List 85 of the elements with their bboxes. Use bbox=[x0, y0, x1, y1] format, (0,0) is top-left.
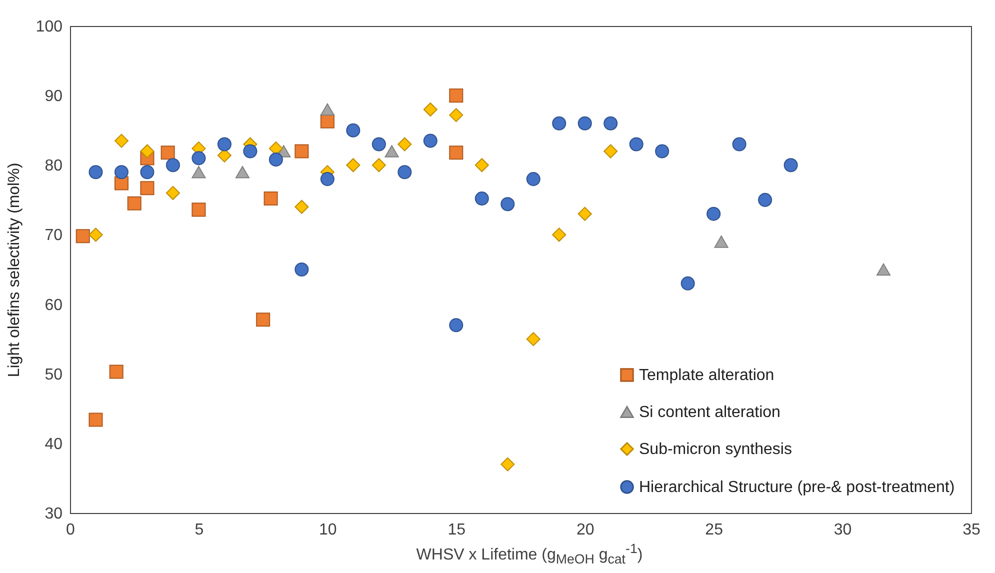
point bbox=[526, 332, 540, 346]
point bbox=[140, 181, 154, 196]
point bbox=[604, 116, 618, 130]
point bbox=[578, 206, 592, 221]
point bbox=[256, 312, 270, 327]
point bbox=[192, 166, 206, 178]
point bbox=[294, 200, 309, 214]
point bbox=[526, 172, 540, 186]
point bbox=[784, 158, 798, 172]
point bbox=[655, 144, 670, 158]
point bbox=[578, 116, 592, 130]
point bbox=[88, 165, 103, 180]
y-axis-title: Light olefins selectivity (mol%) bbox=[6, 162, 23, 378]
point bbox=[243, 144, 258, 158]
point bbox=[474, 192, 489, 206]
point bbox=[192, 202, 206, 217]
point bbox=[372, 158, 386, 172]
point bbox=[552, 228, 566, 242]
point bbox=[372, 137, 386, 152]
point bbox=[127, 196, 142, 210]
x-tick-label: 20 bbox=[576, 522, 594, 538]
legend-label: Template alteration bbox=[639, 367, 774, 384]
x-tick-label: 10 bbox=[319, 522, 337, 538]
y-tick-label: 90 bbox=[44, 88, 63, 106]
point bbox=[76, 229, 90, 244]
point bbox=[552, 116, 566, 130]
point bbox=[680, 276, 695, 290]
point bbox=[346, 123, 360, 138]
point bbox=[88, 228, 103, 242]
y-tick-label: 30 bbox=[44, 506, 63, 522]
point bbox=[449, 108, 464, 122]
point bbox=[714, 236, 728, 248]
point bbox=[629, 137, 644, 152]
point bbox=[294, 262, 309, 277]
point bbox=[706, 206, 721, 221]
point bbox=[346, 158, 360, 172]
point bbox=[88, 412, 103, 427]
point bbox=[294, 144, 309, 158]
point bbox=[423, 134, 438, 148]
legend-label: Si content alteration bbox=[639, 404, 780, 421]
point bbox=[384, 145, 399, 158]
y-tick-label: 50 bbox=[44, 366, 63, 384]
point bbox=[732, 137, 746, 152]
x-tick-label: 30 bbox=[834, 522, 852, 538]
point bbox=[876, 263, 890, 276]
point bbox=[500, 457, 515, 472]
point bbox=[235, 166, 250, 178]
point bbox=[449, 318, 464, 332]
y-tick-label: 40 bbox=[44, 436, 63, 453]
x-axis-title: WHSV x Lifetime (g$_{MeOH}$ g$_{cat}$$^{-1}$) bbox=[415, 541, 644, 567]
point bbox=[114, 165, 129, 180]
point bbox=[474, 158, 489, 172]
point bbox=[604, 144, 618, 158]
y-tick-label: 80 bbox=[44, 158, 63, 175]
point bbox=[320, 103, 334, 116]
y-tick-label: 60 bbox=[44, 296, 63, 314]
point bbox=[449, 146, 464, 160]
x-tick-label: 5 bbox=[194, 522, 204, 538]
x-tick-label: 35 bbox=[962, 522, 980, 538]
point bbox=[320, 172, 334, 186]
legend-label: Hierarchical Structure (pre-& post-treatment) bbox=[639, 479, 955, 496]
point bbox=[264, 192, 278, 206]
point bbox=[320, 114, 334, 128]
y-tick-label: 100 bbox=[36, 18, 63, 36]
point bbox=[758, 192, 772, 207]
point bbox=[268, 152, 283, 167]
point bbox=[166, 158, 180, 172]
x-tick-label: 0 bbox=[66, 522, 76, 538]
point bbox=[500, 197, 515, 212]
y-tick-label: 70 bbox=[44, 227, 63, 244]
point bbox=[192, 151, 206, 166]
x-tick-label: 25 bbox=[705, 522, 724, 538]
point bbox=[398, 137, 412, 152]
point bbox=[140, 165, 154, 180]
point bbox=[423, 102, 438, 117]
legend-label: Sub-micron synthesis bbox=[639, 441, 792, 458]
x-tick-label: 15 bbox=[448, 522, 466, 538]
point bbox=[160, 146, 175, 160]
point bbox=[114, 134, 129, 148]
point bbox=[166, 186, 180, 200]
point bbox=[109, 364, 124, 379]
point bbox=[140, 144, 154, 158]
point bbox=[398, 165, 412, 180]
point bbox=[217, 137, 232, 152]
point bbox=[449, 88, 464, 103]
